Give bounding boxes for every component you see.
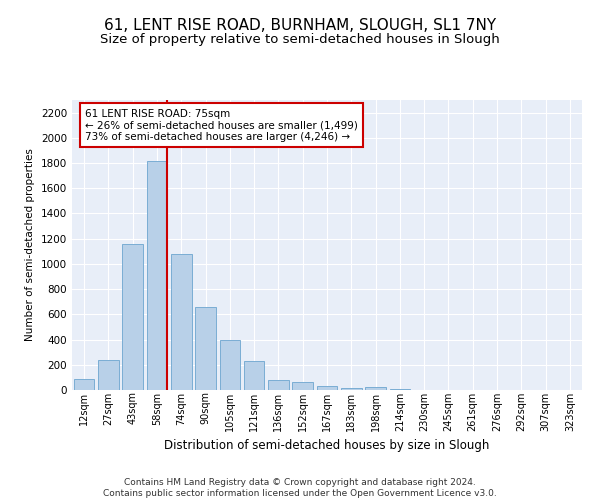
Bar [365, 388, 386, 390]
Bar [292, 382, 313, 390]
Bar [171, 254, 191, 390]
Bar [244, 361, 265, 390]
Bar [341, 388, 362, 390]
Bar [122, 244, 143, 390]
Bar [195, 307, 216, 390]
X-axis label: Distribution of semi-detached houses by size in Slough: Distribution of semi-detached houses by … [164, 439, 490, 452]
Text: Contains HM Land Registry data © Crown copyright and database right 2024.
Contai: Contains HM Land Registry data © Crown c… [103, 478, 497, 498]
Bar [389, 388, 410, 390]
Y-axis label: Number of semi-detached properties: Number of semi-detached properties [25, 148, 35, 342]
Bar [317, 386, 337, 390]
Bar [268, 380, 289, 390]
Bar [74, 378, 94, 390]
Bar [98, 360, 119, 390]
Text: 61, LENT RISE ROAD, BURNHAM, SLOUGH, SL1 7NY: 61, LENT RISE ROAD, BURNHAM, SLOUGH, SL1… [104, 18, 496, 32]
Text: Size of property relative to semi-detached houses in Slough: Size of property relative to semi-detach… [100, 32, 500, 46]
Bar [220, 340, 240, 390]
Bar [146, 160, 167, 390]
Text: 61 LENT RISE ROAD: 75sqm
← 26% of semi-detached houses are smaller (1,499)
73% o: 61 LENT RISE ROAD: 75sqm ← 26% of semi-d… [85, 108, 358, 142]
